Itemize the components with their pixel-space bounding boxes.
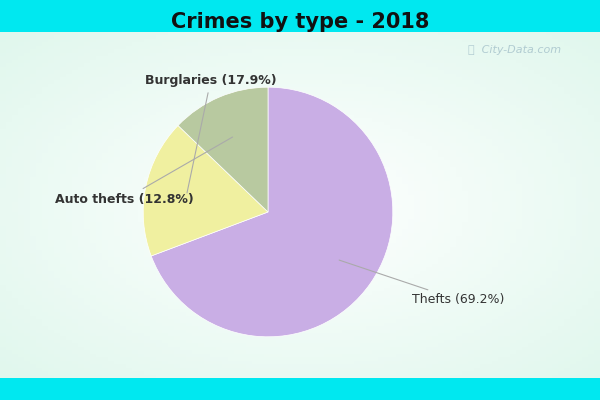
Text: Thefts (69.2%): Thefts (69.2%) [339,260,505,306]
Text: ⓘ  City-Data.com: ⓘ City-Data.com [468,45,561,55]
Text: Crimes by type - 2018: Crimes by type - 2018 [171,12,429,32]
Wedge shape [178,87,268,212]
Text: Auto thefts (12.8%): Auto thefts (12.8%) [55,137,233,206]
Text: Burglaries (17.9%): Burglaries (17.9%) [145,74,277,193]
Wedge shape [151,87,393,337]
Wedge shape [143,126,268,256]
